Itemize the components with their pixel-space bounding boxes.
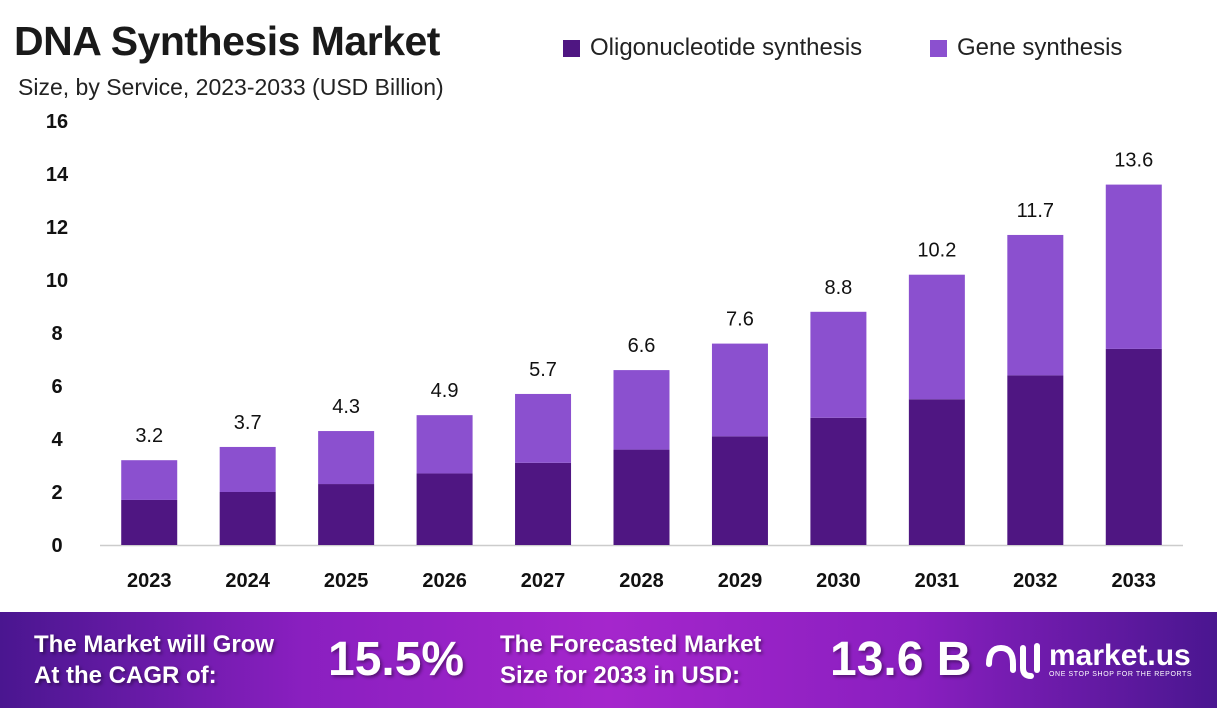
bar-gene-2024: [219, 446, 276, 492]
y-tick-label: 16: [46, 111, 68, 133]
bar-oligonucleotide-2031: [908, 399, 965, 545]
bar-oligonucleotide-2026: [416, 473, 473, 545]
bar-gene-2032: [1007, 234, 1064, 376]
total-data-label: 4.3: [332, 396, 360, 418]
x-tick-label: 2026: [422, 570, 467, 592]
bar-gene-2028: [613, 370, 670, 450]
x-tick-label: 2023: [127, 570, 172, 592]
total-data-label: 4.9: [431, 380, 459, 402]
y-tick-label: 8: [51, 323, 62, 345]
forecast-label-line-1: The Forecasted Market: [500, 631, 762, 658]
forecast-value: 13.6 B: [830, 633, 972, 686]
total-data-label: 6.6: [628, 335, 656, 357]
legend-swatch-gene: [930, 39, 947, 57]
legend-label-oligo: Oligonucleotide synthesis: [590, 34, 863, 61]
x-tick-label: 2032: [1013, 570, 1058, 592]
y-tick-label: 6: [51, 376, 62, 398]
legend-label-gene: Gene synthesis: [957, 34, 1123, 61]
bar-gene-2025: [318, 431, 375, 485]
total-data-label: 7.6: [726, 309, 754, 331]
forecast-label: The Forecasted Market Size for 2033 in U…: [500, 629, 761, 691]
bar-gene-2023: [121, 460, 178, 500]
y-tick-label: 0: [51, 535, 62, 557]
logo-tagline: ONE STOP SHOP FOR THE REPORTS: [1049, 670, 1193, 678]
bar-gene-2033: [1105, 184, 1162, 349]
x-tick-label: 2025: [324, 570, 369, 592]
total-data-label: 11.7: [1017, 200, 1054, 222]
logo-text: market.us: [1049, 638, 1191, 672]
cagr-value: 15.5%: [328, 633, 465, 686]
legend-swatch-oligo: [563, 39, 580, 57]
legend-item-gene: Gene synthesis: [930, 34, 1122, 62]
bar-oligonucleotide-2029: [711, 436, 768, 545]
bar-gene-2030: [810, 311, 867, 418]
x-tick-label: 2024: [225, 570, 270, 592]
y-tick-label: 14: [46, 164, 69, 186]
x-tick-label: 2033: [1112, 570, 1157, 592]
y-tick-label: 12: [46, 217, 68, 239]
cagr-label-line-1: The Market will Grow: [34, 631, 275, 658]
total-data-label: 10.2: [917, 240, 956, 262]
x-tick-label: 2030: [816, 570, 861, 592]
bar-gene-2031: [908, 274, 965, 400]
legend-item-oligo: Oligonucleotide synthesis: [563, 34, 862, 62]
logo-icon: [986, 643, 1040, 679]
bar-oligonucleotide-2024: [219, 492, 276, 545]
bar-oligonucleotide-2033: [1105, 348, 1162, 545]
footer-banner: The Market will Grow At the CAGR of: 15.…: [0, 612, 1217, 708]
cagr-label-line-2: At the CAGR of:: [34, 662, 217, 689]
total-data-label: 13.6: [1114, 150, 1153, 172]
x-tick-label: 2029: [718, 570, 763, 592]
market-us-logo: market.us ONE STOP SHOP FOR THE REPORTS: [985, 634, 1192, 684]
y-tick-label: 2: [51, 482, 62, 504]
bar-gene-2029: [711, 343, 768, 437]
y-tick-label: 4: [51, 429, 63, 451]
chart-subtitle: Size, by Service, 2023-2033 (USD Billion…: [18, 74, 444, 100]
bar-oligonucleotide-2032: [1007, 375, 1064, 545]
total-data-label: 8.8: [825, 277, 853, 299]
chart-title: DNA Synthesis Market: [14, 18, 440, 64]
bar-gene-2026: [416, 415, 473, 474]
bar-oligonucleotide-2025: [318, 484, 375, 545]
bar-oligonucleotide-2027: [515, 462, 572, 545]
bar-oligonucleotide-2023: [121, 499, 178, 545]
stacked-bar-chart: 0 2 4 6 8 10 12 14 16 3.2 2023 3.7 2024 4.3 2025 4.9 202…: [46, 111, 1183, 592]
x-tick-label: 2027: [521, 570, 566, 592]
forecast-label-line-2: Size for 2033 in USD:: [500, 662, 741, 689]
total-data-label: 5.7: [529, 359, 557, 381]
bar-oligonucleotide-2028: [613, 449, 670, 545]
x-tick-label: 2031: [915, 570, 960, 592]
total-data-label: 3.2: [135, 425, 163, 447]
bar-gene-2027: [515, 393, 572, 463]
x-tick-label: 2028: [619, 570, 664, 592]
total-data-label: 3.7: [234, 412, 262, 434]
bar-oligonucleotide-2030: [810, 417, 867, 545]
y-tick-label: 10: [46, 270, 68, 292]
cagr-label: The Market will Grow At the CAGR of:: [34, 629, 274, 691]
